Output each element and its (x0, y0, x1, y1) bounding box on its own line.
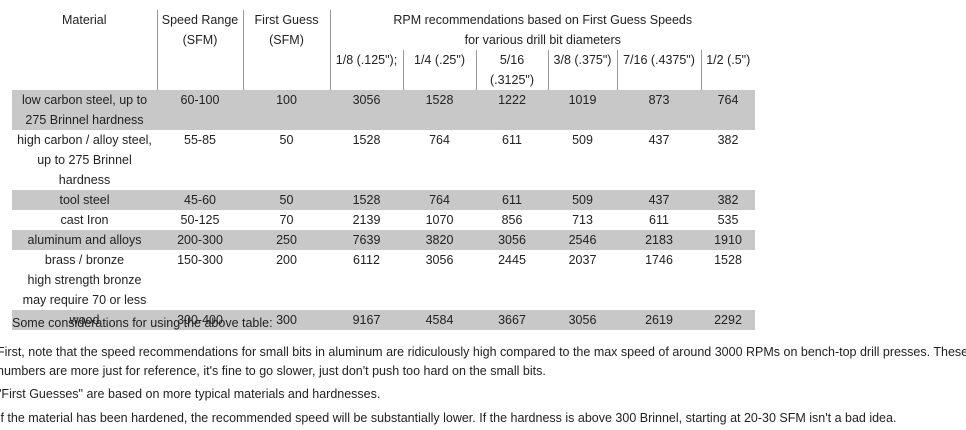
table-row: high carbon / alloy steel, up to 275 Bri… (12, 130, 755, 190)
rpm-cell: 437 (648, 133, 670, 147)
material-cell: low carbon steel, up to 275 Brinnel hard… (12, 90, 157, 130)
speed-range-cell: 60-100 (157, 90, 243, 130)
rpm-cell: 535 (717, 213, 739, 227)
speed-range-cell: 50-125 (180, 213, 220, 227)
rpm-cell: 713 (572, 213, 593, 227)
header-cell: Speed Range (SFM) (156, 10, 243, 90)
diameter-header: 1/4 (.25") (402, 50, 476, 90)
first-guess-cell: 250 (243, 230, 330, 250)
rpm-cell: 764 (701, 90, 755, 130)
rpm-cell: 1528 (330, 190, 403, 210)
header-line: RPM recommendations based on First Guess… (393, 13, 693, 27)
rpm-cell: 437 (617, 190, 701, 210)
rpm-cell: 7639 (330, 230, 403, 250)
rpm-cell: 2292 (701, 310, 755, 330)
note-paragraph: If the material has been hardened, the r… (0, 411, 897, 425)
first-guess-cell: 70 (279, 213, 294, 227)
rpm-cell: 764 (429, 133, 450, 147)
rpm-cell: 2183 (617, 230, 701, 250)
first-guess-cell: 200 (276, 253, 297, 267)
note-paragraph: "First Guesses" are based on more typica… (0, 387, 381, 401)
rpm-cell: 1528 (714, 253, 742, 267)
first-guess-cell: 50 (243, 190, 330, 210)
speed-range-cell: 300-400 (157, 310, 243, 330)
rpm-cell: 382 (701, 190, 755, 210)
table-row: cast Iron 50-125 70 2139 1070 856 713 611 535 (12, 210, 755, 230)
rpm-cell: 2619 (617, 310, 701, 330)
material-cell: aluminum and alloys (12, 230, 157, 250)
diameter-header: 1/8 (.125"); (329, 50, 403, 90)
rpm-cell: 611 (502, 133, 522, 147)
rpm-cell: 1070 (425, 213, 454, 227)
material: wood (69, 313, 100, 327)
diameter-header: 7/16 (.4375") (616, 50, 701, 90)
header-line: for various drill bit diameters (464, 33, 621, 47)
speed-range-cell: 150-300 (177, 253, 223, 267)
rpm-table: Material Speed Range (SFM) First Guess (… (12, 10, 755, 330)
rpm-cell: 2037 (568, 253, 597, 267)
diameter-header: 5/16 (.3125") (475, 50, 548, 90)
table-row: low carbon steel, up to 275 Brinnel hard… (12, 90, 755, 130)
rpm-cell: 856 (501, 213, 523, 227)
rpm-cell: 873 (617, 90, 701, 130)
material-cell: wood (12, 310, 157, 330)
table-row: brass / bronze high strength bronze may r… (12, 250, 755, 310)
material: aluminum and alloys (27, 233, 142, 247)
rpm-cell: 3056 (548, 310, 617, 330)
rpm-cell: 509 (572, 133, 593, 147)
table-row: tool steel 45-60 50 1528 764 611 509 437 382 (12, 190, 755, 210)
notes-intro: Some considerations for using the above … (12, 316, 273, 330)
rpm-cell: 9167 (330, 310, 403, 330)
material-cell: tool steel (12, 190, 157, 210)
header-cell: RPM recommendations based on First Guess… (329, 10, 755, 50)
speed-range-cell: 45-60 (157, 190, 243, 210)
material-note: high strength bronze may require 70 or l… (22, 273, 147, 307)
rpm-cell: 1019 (548, 90, 617, 130)
rpm-cell: 3667 (476, 310, 548, 330)
rpm-cell: 3056 (476, 230, 548, 250)
rpm-cell: 1528 (403, 90, 476, 130)
material: tool steel (59, 193, 110, 207)
material-cell: cast Iron (12, 210, 157, 230)
speed-range-cell: 200-300 (157, 230, 243, 250)
rpm-cell: 3820 (403, 230, 476, 250)
rpm-cell: 2546 (548, 230, 617, 250)
diameter-header: 1/2 (.5") (700, 50, 755, 90)
rpm-cell: 2445 (498, 253, 526, 267)
table-row: wood 300-400 300 9167 4584 3667 3056 2619 2292 (12, 310, 755, 330)
rpm-cell: 1910 (701, 230, 755, 250)
material-cell: high carbon / alloy steel, up to 275 Bri… (12, 130, 157, 190)
rpm-cell: 3056 (425, 253, 454, 267)
material: low carbon steel, up to 275 Brinnel hard… (21, 93, 148, 127)
first-guess-cell: 100 (243, 90, 330, 130)
rpm-cell: 1746 (645, 253, 673, 267)
diameter-header: 3/8 (.375") (547, 50, 617, 90)
header-cell: Material (62, 13, 107, 27)
first-guess-cell: 300 (243, 310, 330, 330)
note-paragraph: First, note that the speed recommendatio… (0, 345, 966, 378)
header-cell: First Guess (SFM) (242, 10, 330, 90)
rpm-cell: 509 (548, 190, 617, 210)
material: high carbon / alloy steel, up to 275 Bri… (17, 133, 152, 187)
rpm-cell: 382 (717, 133, 739, 147)
rpm-cell: 4584 (403, 310, 476, 330)
rpm-cell: 6112 (353, 253, 380, 267)
rpm-cell: 1222 (476, 90, 548, 130)
rpm-cell: 764 (403, 190, 476, 210)
rpm-cell: 611 (476, 190, 548, 210)
material-cell: brass / bronze high strength bronze may r… (12, 250, 157, 310)
rpm-cell: 1528 (352, 133, 381, 147)
first-guess-cell: 50 (279, 133, 294, 147)
speed-range-cell: 55-85 (184, 133, 216, 147)
material: brass / bronze (44, 253, 125, 267)
rpm-cell: 2139 (352, 213, 381, 227)
table-row: aluminum and alloys 200-300 250 7639 3820 305… (12, 230, 755, 250)
rpm-cell: 611 (649, 213, 669, 227)
material: cast Iron (60, 213, 109, 227)
rpm-cell: 3056 (330, 90, 403, 130)
